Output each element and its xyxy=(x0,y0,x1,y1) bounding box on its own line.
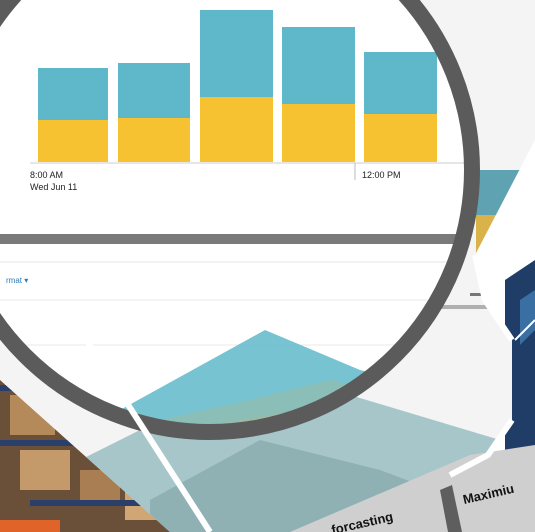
bottom-tab-strip: forcasting Maximiu xyxy=(290,445,535,532)
bar-4-bottom xyxy=(282,104,355,162)
bar-4-top xyxy=(282,27,355,104)
horizontal-scrollbar[interactable] xyxy=(0,234,460,244)
bar-2-top xyxy=(118,63,190,118)
bar-1-bottom xyxy=(38,120,108,162)
time-label-12pm: 12:00 PM xyxy=(362,170,401,180)
date-label: Wed Jun 11 xyxy=(30,182,77,192)
hexagon-borders xyxy=(77,254,515,532)
bar-5-bottom xyxy=(364,114,437,162)
time-label-8am: 8:00 AM xyxy=(30,170,63,180)
bar-3-bottom xyxy=(200,97,273,162)
format-dropdown[interactable]: rmat ▾ xyxy=(6,276,28,285)
bar-5-top xyxy=(364,52,437,114)
bar-1-top xyxy=(38,68,108,120)
bar-2-bottom xyxy=(118,118,190,162)
stacked-bar-chart: 8:00 AM Wed Jun 11 12:00 PM xyxy=(30,10,470,192)
navy-dashboard-panel xyxy=(505,260,535,470)
small-time-label: 4:00 PM xyxy=(480,261,502,267)
bar-3-top xyxy=(200,10,273,97)
lens-ring xyxy=(0,0,480,440)
